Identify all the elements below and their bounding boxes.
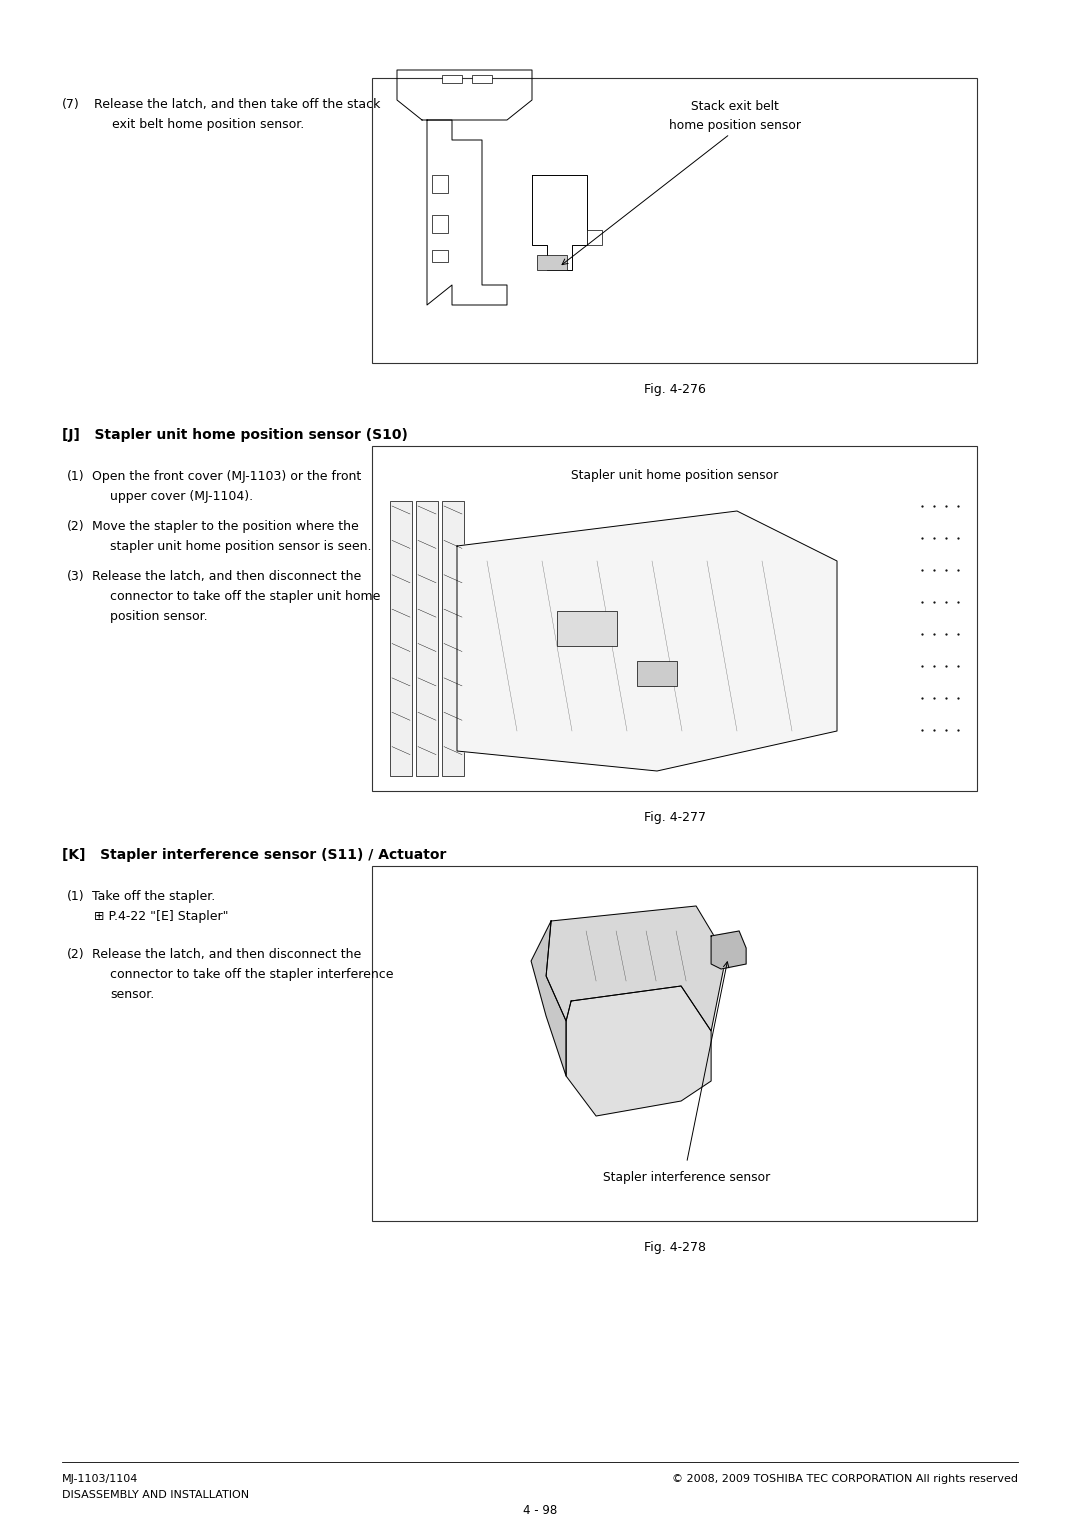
Bar [432, 215, 448, 234]
Text: home position sensor: home position sensor [669, 119, 801, 133]
Bar [472, 75, 492, 82]
Text: Fig. 4-278: Fig. 4-278 [644, 1241, 705, 1254]
Bar [432, 176, 448, 192]
Bar [588, 231, 602, 244]
Bar [416, 501, 438, 776]
Text: Fig. 4-276: Fig. 4-276 [644, 383, 705, 395]
Bar [372, 78, 977, 363]
Text: ⊞ P.4-22 "[E] Stapler": ⊞ P.4-22 "[E] Stapler" [94, 910, 229, 924]
Bar [390, 501, 411, 776]
Text: connector to take off the stapler interference: connector to take off the stapler interf… [110, 968, 393, 982]
Text: Stack exit belt: Stack exit belt [691, 99, 779, 113]
Bar [637, 661, 677, 686]
Text: MJ-1103/1104: MJ-1103/1104 [62, 1474, 138, 1484]
Text: (1): (1) [67, 470, 84, 483]
Text: [K]   Stapler interference sensor (S11) / Actuator: [K] Stapler interference sensor (S11) / … [62, 847, 446, 863]
Text: connector to take off the stapler unit home: connector to take off the stapler unit h… [110, 589, 380, 603]
Bar [442, 501, 464, 776]
Polygon shape [566, 986, 711, 1116]
Text: (1): (1) [67, 890, 84, 902]
Text: [J]   Stapler unit home position sensor (S10): [J] Stapler unit home position sensor (S… [62, 428, 408, 441]
Text: Stapler unit home position sensor: Stapler unit home position sensor [571, 469, 778, 483]
Text: DISASSEMBLY AND INSTALLATION: DISASSEMBLY AND INSTALLATION [62, 1490, 249, 1500]
Text: position sensor.: position sensor. [110, 611, 207, 623]
Text: stapler unit home position sensor is seen.: stapler unit home position sensor is see… [110, 541, 372, 553]
Text: (3): (3) [67, 570, 84, 583]
Text: Fig. 4-277: Fig. 4-277 [644, 811, 705, 825]
Bar [537, 255, 567, 270]
Polygon shape [531, 921, 566, 1077]
Bar [372, 866, 977, 1222]
Polygon shape [546, 906, 726, 1031]
Text: sensor.: sensor. [110, 988, 154, 1002]
Text: (2): (2) [67, 521, 84, 533]
Bar [442, 75, 462, 82]
Text: Stapler interference sensor: Stapler interference sensor [603, 1171, 770, 1183]
Bar [372, 446, 977, 791]
Text: Release the latch, and then take off the stack: Release the latch, and then take off the… [94, 98, 380, 111]
Text: Take off the stapler.: Take off the stapler. [92, 890, 215, 902]
Text: exit belt home position sensor.: exit belt home position sensor. [112, 118, 305, 131]
Text: 4 - 98: 4 - 98 [523, 1504, 557, 1516]
Polygon shape [457, 512, 837, 771]
Bar [432, 250, 448, 263]
Text: Move the stapler to the position where the: Move the stapler to the position where t… [92, 521, 359, 533]
Bar [557, 611, 617, 646]
Text: (2): (2) [67, 948, 84, 960]
Polygon shape [711, 931, 746, 970]
Text: Release the latch, and then disconnect the: Release the latch, and then disconnect t… [92, 570, 361, 583]
Text: Open the front cover (MJ-1103) or the front: Open the front cover (MJ-1103) or the fr… [92, 470, 361, 483]
Text: (7): (7) [62, 98, 80, 111]
Text: Release the latch, and then disconnect the: Release the latch, and then disconnect t… [92, 948, 361, 960]
Text: © 2008, 2009 TOSHIBA TEC CORPORATION All rights reserved: © 2008, 2009 TOSHIBA TEC CORPORATION All… [672, 1474, 1018, 1484]
Text: upper cover (MJ-1104).: upper cover (MJ-1104). [110, 490, 253, 502]
